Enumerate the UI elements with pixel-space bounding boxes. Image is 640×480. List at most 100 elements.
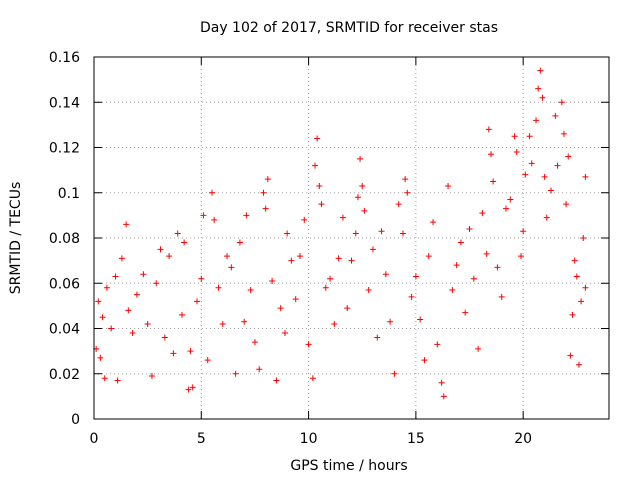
- data-point: [391, 370, 398, 377]
- data-point: [178, 311, 185, 318]
- data-point: [256, 366, 263, 373]
- data-point: [543, 214, 550, 221]
- data-point: [133, 291, 140, 298]
- data-point: [314, 135, 321, 142]
- data-point: [520, 228, 527, 235]
- data-point: [301, 216, 308, 223]
- data-point: [580, 235, 587, 241]
- data-point: [378, 228, 385, 235]
- data-point: [247, 287, 254, 294]
- data-point: [569, 311, 576, 318]
- data-point: [494, 264, 501, 271]
- data-point: [297, 253, 303, 260]
- data-point: [537, 67, 544, 74]
- data-point: [148, 373, 155, 380]
- data-point: [535, 85, 542, 92]
- data-point: [204, 357, 211, 364]
- data-point: [462, 309, 469, 316]
- data-point: [97, 354, 104, 361]
- data-point: [181, 239, 188, 246]
- data-point: [575, 361, 582, 368]
- data-point: [369, 246, 376, 253]
- data-point: [539, 94, 546, 101]
- y-tick-label: 0.08: [49, 231, 80, 247]
- data-point: [404, 189, 411, 196]
- y-tick-label: 0.16: [49, 50, 80, 66]
- data-point: [430, 219, 437, 226]
- data-point: [457, 239, 464, 246]
- data-point: [548, 187, 555, 194]
- data-point: [511, 133, 518, 140]
- data-point: [194, 298, 200, 305]
- data-point: [563, 201, 570, 208]
- data-point: [470, 275, 477, 282]
- data-point: [513, 149, 520, 156]
- data-point: [200, 212, 207, 219]
- data-point: [382, 271, 389, 278]
- y-tick-label: 0.14: [49, 95, 80, 111]
- data-point: [440, 393, 447, 400]
- data-point: [108, 325, 115, 332]
- data-point: [318, 201, 325, 208]
- data-point: [503, 205, 509, 212]
- tick-labels: 0 0.02 0.04 0.06 0.08 0.1 0.12 0.14 0.16 0 5 10 15 20: [49, 50, 532, 447]
- data-point: [582, 173, 589, 180]
- data-point: [273, 377, 280, 384]
- y-tick-label: 0: [71, 412, 80, 428]
- data-point: [578, 298, 585, 305]
- data-point: [483, 250, 490, 257]
- data-point: [103, 284, 110, 291]
- data-point: [357, 155, 364, 162]
- data-point: [264, 176, 271, 183]
- data-point: [219, 320, 226, 327]
- y-tick-label: 0.06: [49, 276, 80, 292]
- x-tick-label: 10: [300, 431, 318, 447]
- data-point: [528, 160, 535, 167]
- data-point: [153, 280, 160, 287]
- data-point: [582, 284, 589, 291]
- data-point: [498, 293, 505, 300]
- data-point: [112, 273, 119, 280]
- data-point: [174, 230, 181, 237]
- data-point: [101, 375, 108, 382]
- data-point: [518, 253, 525, 260]
- data-point: [144, 320, 151, 327]
- data-point: [312, 162, 319, 169]
- data-point: [322, 284, 329, 291]
- data-point: [161, 334, 168, 341]
- data-point: [187, 348, 194, 355]
- data-point: [449, 287, 456, 294]
- chart-title: Day 102 of 2017, SRMTID for receiver sta…: [200, 20, 498, 36]
- data-point: [189, 384, 196, 391]
- data-point: [129, 330, 136, 337]
- data-point: [269, 277, 276, 284]
- data-point: [560, 130, 567, 137]
- data-point: [571, 257, 578, 264]
- data-point: [331, 320, 338, 327]
- data-point: [507, 196, 514, 203]
- data-point: [567, 352, 574, 359]
- data-point: [305, 341, 312, 348]
- data-points: [93, 67, 589, 400]
- data-point: [552, 112, 559, 119]
- data-point: [243, 212, 250, 219]
- data-point: [260, 189, 267, 196]
- data-point: [262, 205, 269, 212]
- data-point: [327, 275, 334, 282]
- data-point: [123, 221, 130, 228]
- data-point: [211, 216, 218, 223]
- y-tick-label: 0.12: [49, 141, 80, 157]
- y-tick-label: 0.02: [49, 367, 80, 383]
- data-point: [309, 375, 316, 382]
- x-axis-label: GPS time / hours: [290, 458, 407, 474]
- data-point: [479, 210, 486, 217]
- data-point: [434, 341, 441, 348]
- data-point: [417, 316, 424, 323]
- data-point: [408, 293, 415, 300]
- x-tick-label: 20: [514, 431, 532, 447]
- plot-frame: [93, 56, 610, 420]
- data-point: [335, 255, 342, 262]
- data-point: [99, 314, 106, 321]
- data-point: [395, 201, 402, 208]
- data-point: [292, 296, 299, 303]
